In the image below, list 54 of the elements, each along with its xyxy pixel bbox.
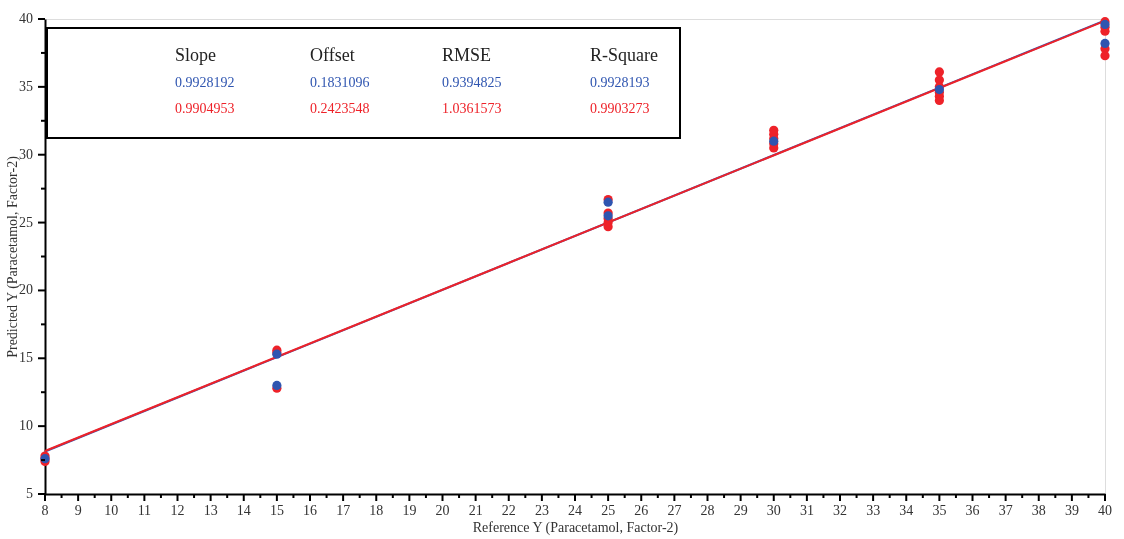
x-tick-label: 26: [634, 503, 649, 518]
annotation: 0.9928193: [590, 75, 650, 90]
x-tick-label: 27: [667, 503, 682, 518]
annotation: 0.9903273: [590, 101, 650, 116]
annotation: 0.2423548: [310, 101, 370, 116]
x-tick-label: 19: [402, 503, 417, 518]
x-tick-label: 24: [568, 503, 582, 518]
x-tick-label: 22: [501, 503, 516, 518]
x-tick-label: 28: [700, 503, 715, 518]
annotation: Offset: [310, 45, 355, 65]
x-tick-label: 17: [336, 503, 351, 518]
x-tick-label: 30: [766, 503, 781, 518]
y-tick-label: 15: [19, 350, 33, 366]
x-tick-label: 31: [799, 503, 814, 518]
x-tick-label: 40: [1098, 503, 1112, 518]
x-tick-label: 35: [932, 503, 947, 518]
x-tick-label: 14: [236, 503, 251, 518]
y-tick-label: 25: [19, 214, 33, 230]
x-tick-label: 13: [203, 503, 218, 518]
x-tick-label: 23: [534, 503, 549, 518]
x-tick-label: 25: [601, 503, 616, 518]
x-tick-label: 9: [74, 503, 82, 518]
annotation: RMSE: [442, 45, 492, 65]
x-tick-label: 32: [833, 503, 847, 518]
x-tick-label: 38: [1031, 503, 1046, 518]
annotation: Slope: [175, 45, 217, 65]
x-tick-label: 39: [1064, 503, 1079, 518]
x-tick-label: 10: [104, 503, 119, 518]
x-tick-label: 37: [998, 503, 1013, 518]
x-tick-label: 16: [303, 503, 317, 518]
annotation: 0.9904953: [175, 101, 235, 116]
y-tick-label: 20: [19, 282, 33, 298]
y-tick-label: 30: [19, 146, 33, 162]
x-tick-label: 21: [468, 503, 483, 518]
x-tick-label: 33: [866, 503, 881, 518]
annotation: 1.0361573: [442, 101, 502, 116]
x-tick-label: 15: [269, 503, 284, 518]
x-tick-label: 34: [899, 503, 914, 518]
annotation: R-Square: [590, 45, 658, 65]
annotation: 0.9394825: [442, 75, 502, 90]
x-tick-label: 8: [41, 503, 49, 518]
y-tick-label: 40: [19, 11, 33, 26]
annotation: 0.9928192: [175, 75, 235, 90]
y-tick-label: 5: [26, 486, 33, 501]
annotation: 0.1831096: [310, 75, 370, 90]
y-tick-label: 10: [19, 418, 33, 434]
x-tick-label: 18: [369, 503, 384, 518]
x-tick-label: 29: [733, 503, 748, 518]
x-tick-label: 12: [170, 503, 185, 518]
x-tick-label: 36: [965, 503, 980, 518]
y-tick-label: 35: [19, 78, 33, 94]
x-tick-label: 20: [435, 503, 450, 518]
x-tick-label: 11: [137, 503, 152, 518]
x-axis-title: Reference Y (Paracetamol, Factor-2): [472, 519, 679, 536]
